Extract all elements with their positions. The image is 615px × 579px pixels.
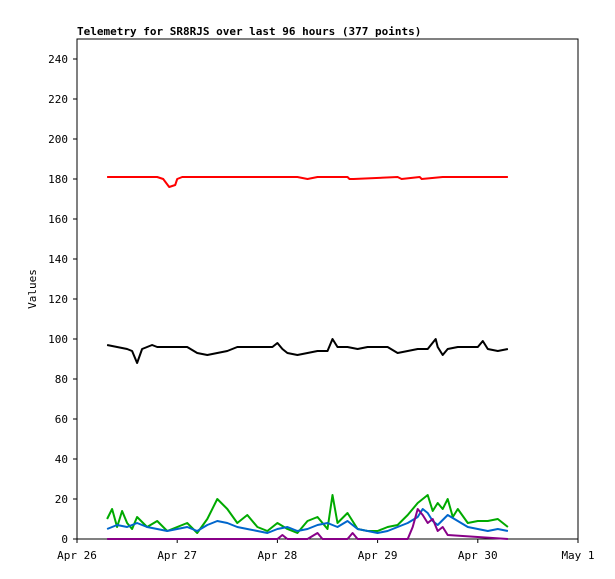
y-tick-label: 220 bbox=[48, 93, 68, 106]
x-tick-label: Apr 26 bbox=[57, 549, 97, 562]
y-tick-label: 120 bbox=[48, 293, 68, 306]
x-tick-label: Apr 29 bbox=[358, 549, 398, 562]
series-line-2 bbox=[106, 494, 509, 534]
plot-frame bbox=[76, 38, 579, 540]
y-tick-label: 0 bbox=[61, 533, 68, 546]
x-tick-label: Apr 30 bbox=[458, 549, 498, 562]
y-tick-label: 160 bbox=[48, 213, 68, 226]
series-line-0 bbox=[107, 176, 508, 188]
y-axis-label: Values bbox=[26, 269, 39, 309]
y-tick-label: 40 bbox=[55, 453, 68, 466]
y-tick-label: 240 bbox=[48, 53, 68, 66]
y-tick-label: 60 bbox=[55, 413, 68, 426]
series-line-3 bbox=[106, 508, 509, 534]
y-tick-label: 200 bbox=[48, 133, 68, 146]
x-tick-label: May 1 bbox=[561, 549, 594, 562]
y-tick-label: 80 bbox=[55, 373, 68, 386]
x-tick-label: Apr 27 bbox=[157, 549, 197, 562]
y-tick-label: 20 bbox=[55, 493, 68, 506]
chart-title: Telemetry for SR8RJS over last 96 hours … bbox=[77, 25, 421, 38]
x-tick-label: Apr 28 bbox=[258, 549, 298, 562]
series-line-1 bbox=[106, 338, 509, 364]
y-tick-label: 180 bbox=[48, 173, 68, 186]
y-tick-label: 140 bbox=[48, 253, 68, 266]
x-axis: Apr 26 Apr 27 Apr 28 Apr 29 Apr 30 May 1 bbox=[57, 539, 595, 562]
series-line-4 bbox=[107, 508, 508, 540]
y-axis: 0 20 40 60 80 100 120 140 160 180 200 220 240 bbox=[48, 53, 77, 546]
y-tick-label: 100 bbox=[48, 333, 68, 346]
series-layer bbox=[106, 176, 509, 540]
